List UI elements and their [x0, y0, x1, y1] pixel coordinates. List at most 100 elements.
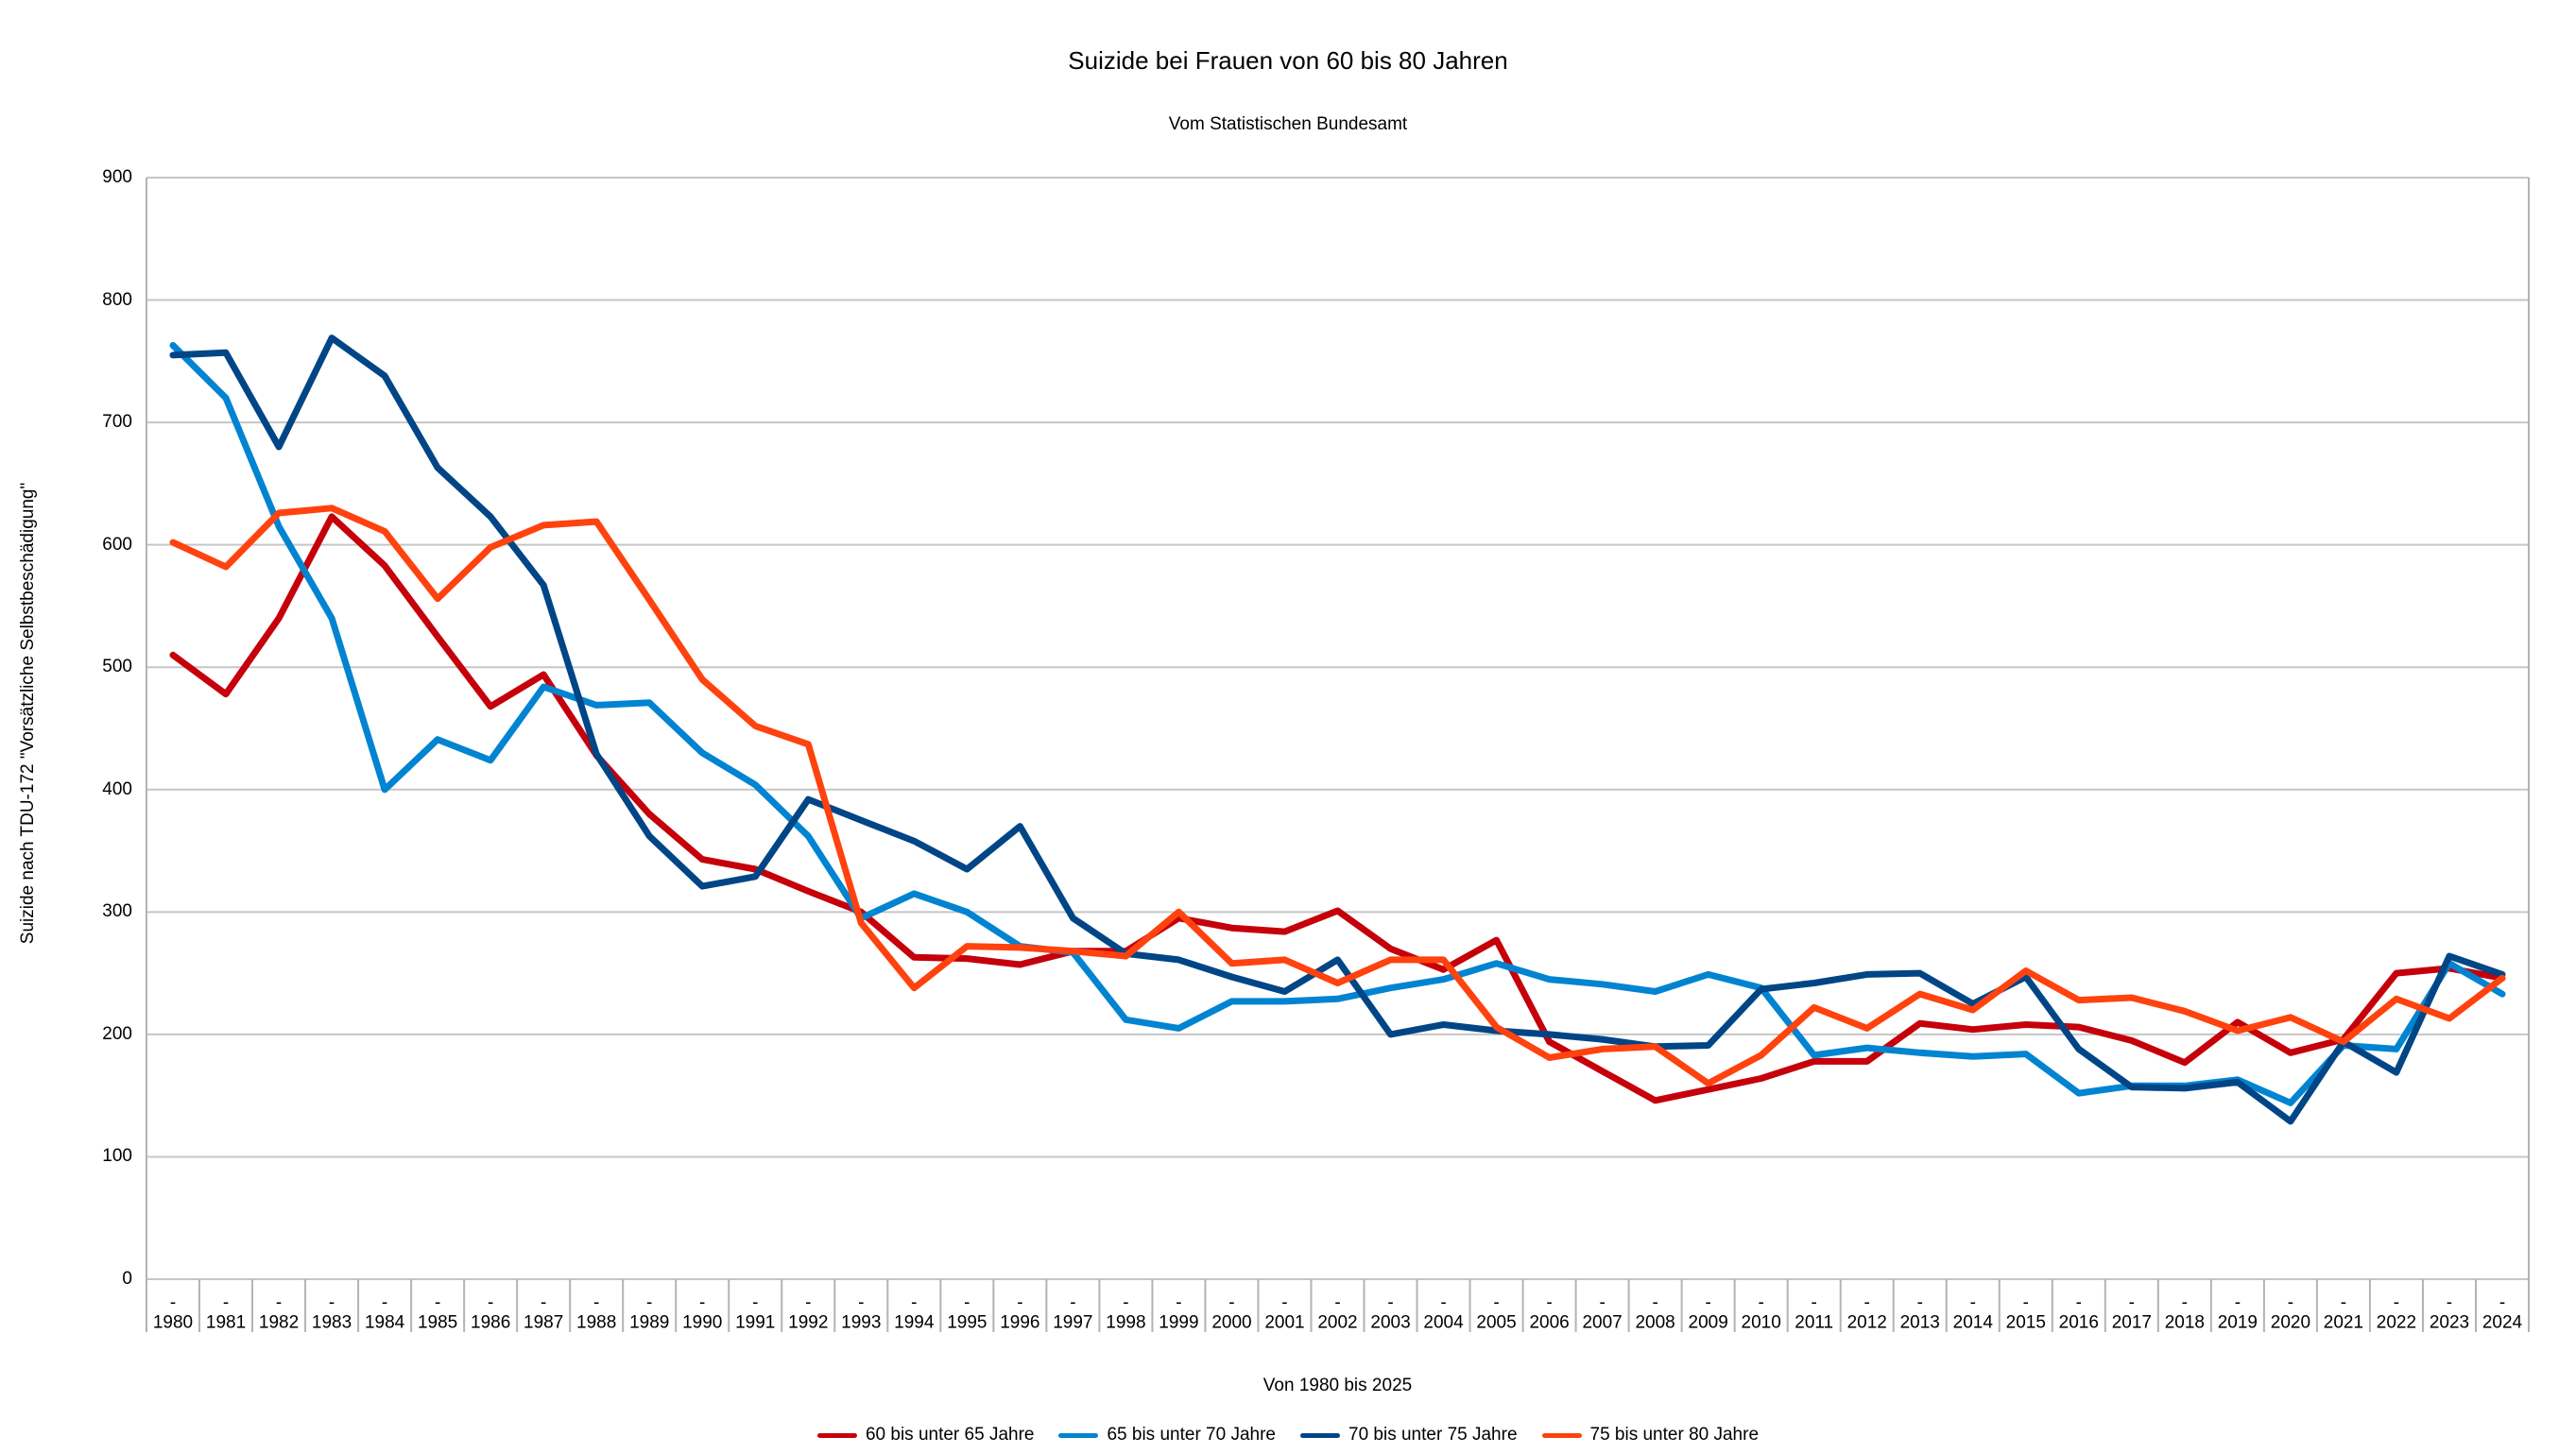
x-tick-label-2024: 2024	[2482, 1312, 2523, 1333]
x-tick-label-1983: 1983	[311, 1312, 352, 1333]
chart-legend: 60 bis unter 65 Jahre 65 bis unter 70 Jah…	[0, 1425, 2576, 1445]
y-tick-label-900: 900	[102, 167, 132, 187]
x-tick-label-2000: 2000	[1211, 1312, 1252, 1333]
x-tick-mark-2016: -	[2075, 1292, 2082, 1313]
x-tick-mark-1987: -	[540, 1292, 547, 1313]
x-tick-mark-2009: -	[1705, 1292, 1711, 1313]
x-tick-mark-1985: -	[434, 1292, 441, 1313]
x-tick-mark-1980: -	[169, 1292, 177, 1313]
x-tick-label-2012: 2012	[1846, 1312, 1887, 1333]
x-tick-label-1991: 1991	[735, 1312, 776, 1333]
x-tick-mark-2008: -	[1652, 1292, 1658, 1313]
x-tick-label-2002: 2002	[1317, 1312, 1358, 1333]
x-tick-mark-2015: -	[2022, 1292, 2029, 1313]
x-tick-mark-2003: -	[1387, 1292, 1394, 1313]
x-tick-label-1986: 1986	[471, 1312, 511, 1333]
legend-item-70-bis-unter-75-Jahre: 70 bis unter 75 Jahre	[1300, 1425, 1518, 1445]
x-tick-mark-2001: -	[1281, 1292, 1288, 1313]
y-tick-label-0: 0	[122, 1269, 132, 1289]
legend-label: 70 bis unter 75 Jahre	[1348, 1425, 1518, 1445]
x-tick-mark-1991: -	[752, 1292, 759, 1313]
x-tick-mark-1986: -	[487, 1292, 494, 1313]
x-tick-label-1980: 1980	[152, 1312, 194, 1333]
x-tick-label-2011: 2011	[1795, 1312, 1834, 1333]
legend-label: 60 bis unter 65 Jahre	[865, 1425, 1035, 1445]
x-tick-mark-1989: -	[646, 1292, 653, 1313]
y-tick-label-200: 200	[102, 1023, 132, 1044]
x-tick-label-1989: 1989	[629, 1312, 670, 1333]
x-tick-mark-2020: -	[2287, 1292, 2294, 1313]
y-tick-label-300: 300	[102, 901, 132, 922]
x-tick-mark-1988: -	[593, 1292, 600, 1313]
x-tick-mark-1997: -	[1070, 1292, 1076, 1313]
x-tick-mark-1984: -	[381, 1292, 388, 1313]
y-tick-label-600: 600	[102, 534, 132, 555]
legend-line-marker	[1058, 1432, 1099, 1438]
x-tick-mark-2017: -	[2128, 1292, 2135, 1313]
x-tick-label-2003: 2003	[1370, 1312, 1411, 1333]
x-tick-label-2016: 2016	[2058, 1312, 2099, 1333]
x-tick-label-2013: 2013	[1899, 1312, 1940, 1333]
x-tick-mark-2013: -	[1916, 1292, 1923, 1313]
x-tick-mark-1999: -	[1176, 1292, 1182, 1313]
x-tick-label-1985: 1985	[417, 1312, 458, 1333]
x-tick-mark-1995: -	[964, 1292, 970, 1313]
x-tick-mark-1994: -	[911, 1292, 918, 1313]
x-tick-mark-2005: -	[1493, 1292, 1500, 1313]
x-tick-mark-1992: -	[805, 1292, 812, 1313]
series-line-65-bis-unter-70-Jahre	[169, 342, 2506, 1106]
x-tick-label-2010: 2010	[1741, 1312, 1781, 1333]
x-tick-label-1999: 1999	[1159, 1312, 1199, 1333]
x-tick-mark-1996: -	[1017, 1292, 1023, 1313]
x-tick-mark-2004: -	[1440, 1292, 1447, 1313]
x-tick-label-1988: 1988	[576, 1312, 617, 1333]
legend-label: 65 bis unter 70 Jahre	[1107, 1425, 1276, 1445]
x-tick-mark-2012: -	[1863, 1292, 1870, 1313]
x-tick-label-2015: 2015	[2005, 1312, 2046, 1333]
x-tick-label-1992: 1992	[788, 1312, 829, 1333]
x-tick-label-2014: 2014	[1952, 1312, 1993, 1333]
x-tick-mark-2022: -	[2393, 1292, 2400, 1313]
x-tick-label-2023: 2023	[2429, 1312, 2470, 1333]
y-tick-label-800: 800	[102, 289, 132, 310]
y-tick-label-400: 400	[102, 778, 132, 799]
x-tick-mark-2023: -	[2446, 1292, 2453, 1313]
x-tick-label-2008: 2008	[1635, 1312, 1675, 1333]
x-tick-mark-1982: -	[275, 1292, 283, 1313]
x-axis-title: Von 1980 bis 2025	[1262, 1376, 1413, 1395]
x-tick-label-2021: 2021	[2323, 1312, 2364, 1333]
x-tick-mark-1993: -	[858, 1292, 865, 1313]
x-tick-label-1998: 1998	[1106, 1312, 1146, 1333]
x-tick-label-2005: 2005	[1476, 1312, 1517, 1333]
legend-line-marker	[816, 1432, 857, 1438]
x-tick-mark-1983: -	[328, 1292, 335, 1313]
x-tick-label-1993: 1993	[841, 1312, 882, 1333]
legend-line-marker	[1300, 1432, 1340, 1438]
x-tick-mark-2014: -	[1969, 1292, 1976, 1313]
x-tick-mark-2011: -	[1811, 1292, 1817, 1313]
x-tick-mark-2019: -	[2234, 1292, 2241, 1313]
x-tick-label-2007: 2007	[1582, 1312, 1623, 1333]
y-tick-label-500: 500	[102, 657, 132, 677]
y-tick-label-100: 100	[102, 1146, 132, 1167]
x-tick-mark-2010: -	[1758, 1292, 1764, 1313]
x-tick-label-1990: 1990	[682, 1312, 723, 1333]
x-tick-mark-2006: -	[1546, 1292, 1553, 1313]
chart-title: Suizide bei Frauen von 60 bis 80 Jahren	[1068, 46, 1508, 75]
x-tick-mark-2002: -	[1334, 1292, 1341, 1313]
x-tick-label-2009: 2009	[1688, 1312, 1728, 1333]
x-tick-label-2020: 2020	[2270, 1312, 2311, 1333]
x-tick-label-2017: 2017	[2111, 1312, 2152, 1333]
x-tick-label-2004: 2004	[1423, 1312, 1464, 1333]
x-tick-mark-2021: -	[2340, 1292, 2347, 1313]
legend-item-75-bis-unter-80-Jahre: 75 bis unter 80 Jahre	[1541, 1425, 1759, 1445]
x-tick-mark-1981: -	[222, 1292, 230, 1313]
series-line-70-bis-unter-75-Jahre	[169, 334, 2506, 1125]
x-tick-label-2006: 2006	[1529, 1312, 1570, 1333]
y-tick-label-700: 700	[102, 412, 132, 433]
x-tick-label-1982: 1982	[258, 1312, 300, 1333]
x-tick-label-2001: 2001	[1264, 1312, 1305, 1333]
